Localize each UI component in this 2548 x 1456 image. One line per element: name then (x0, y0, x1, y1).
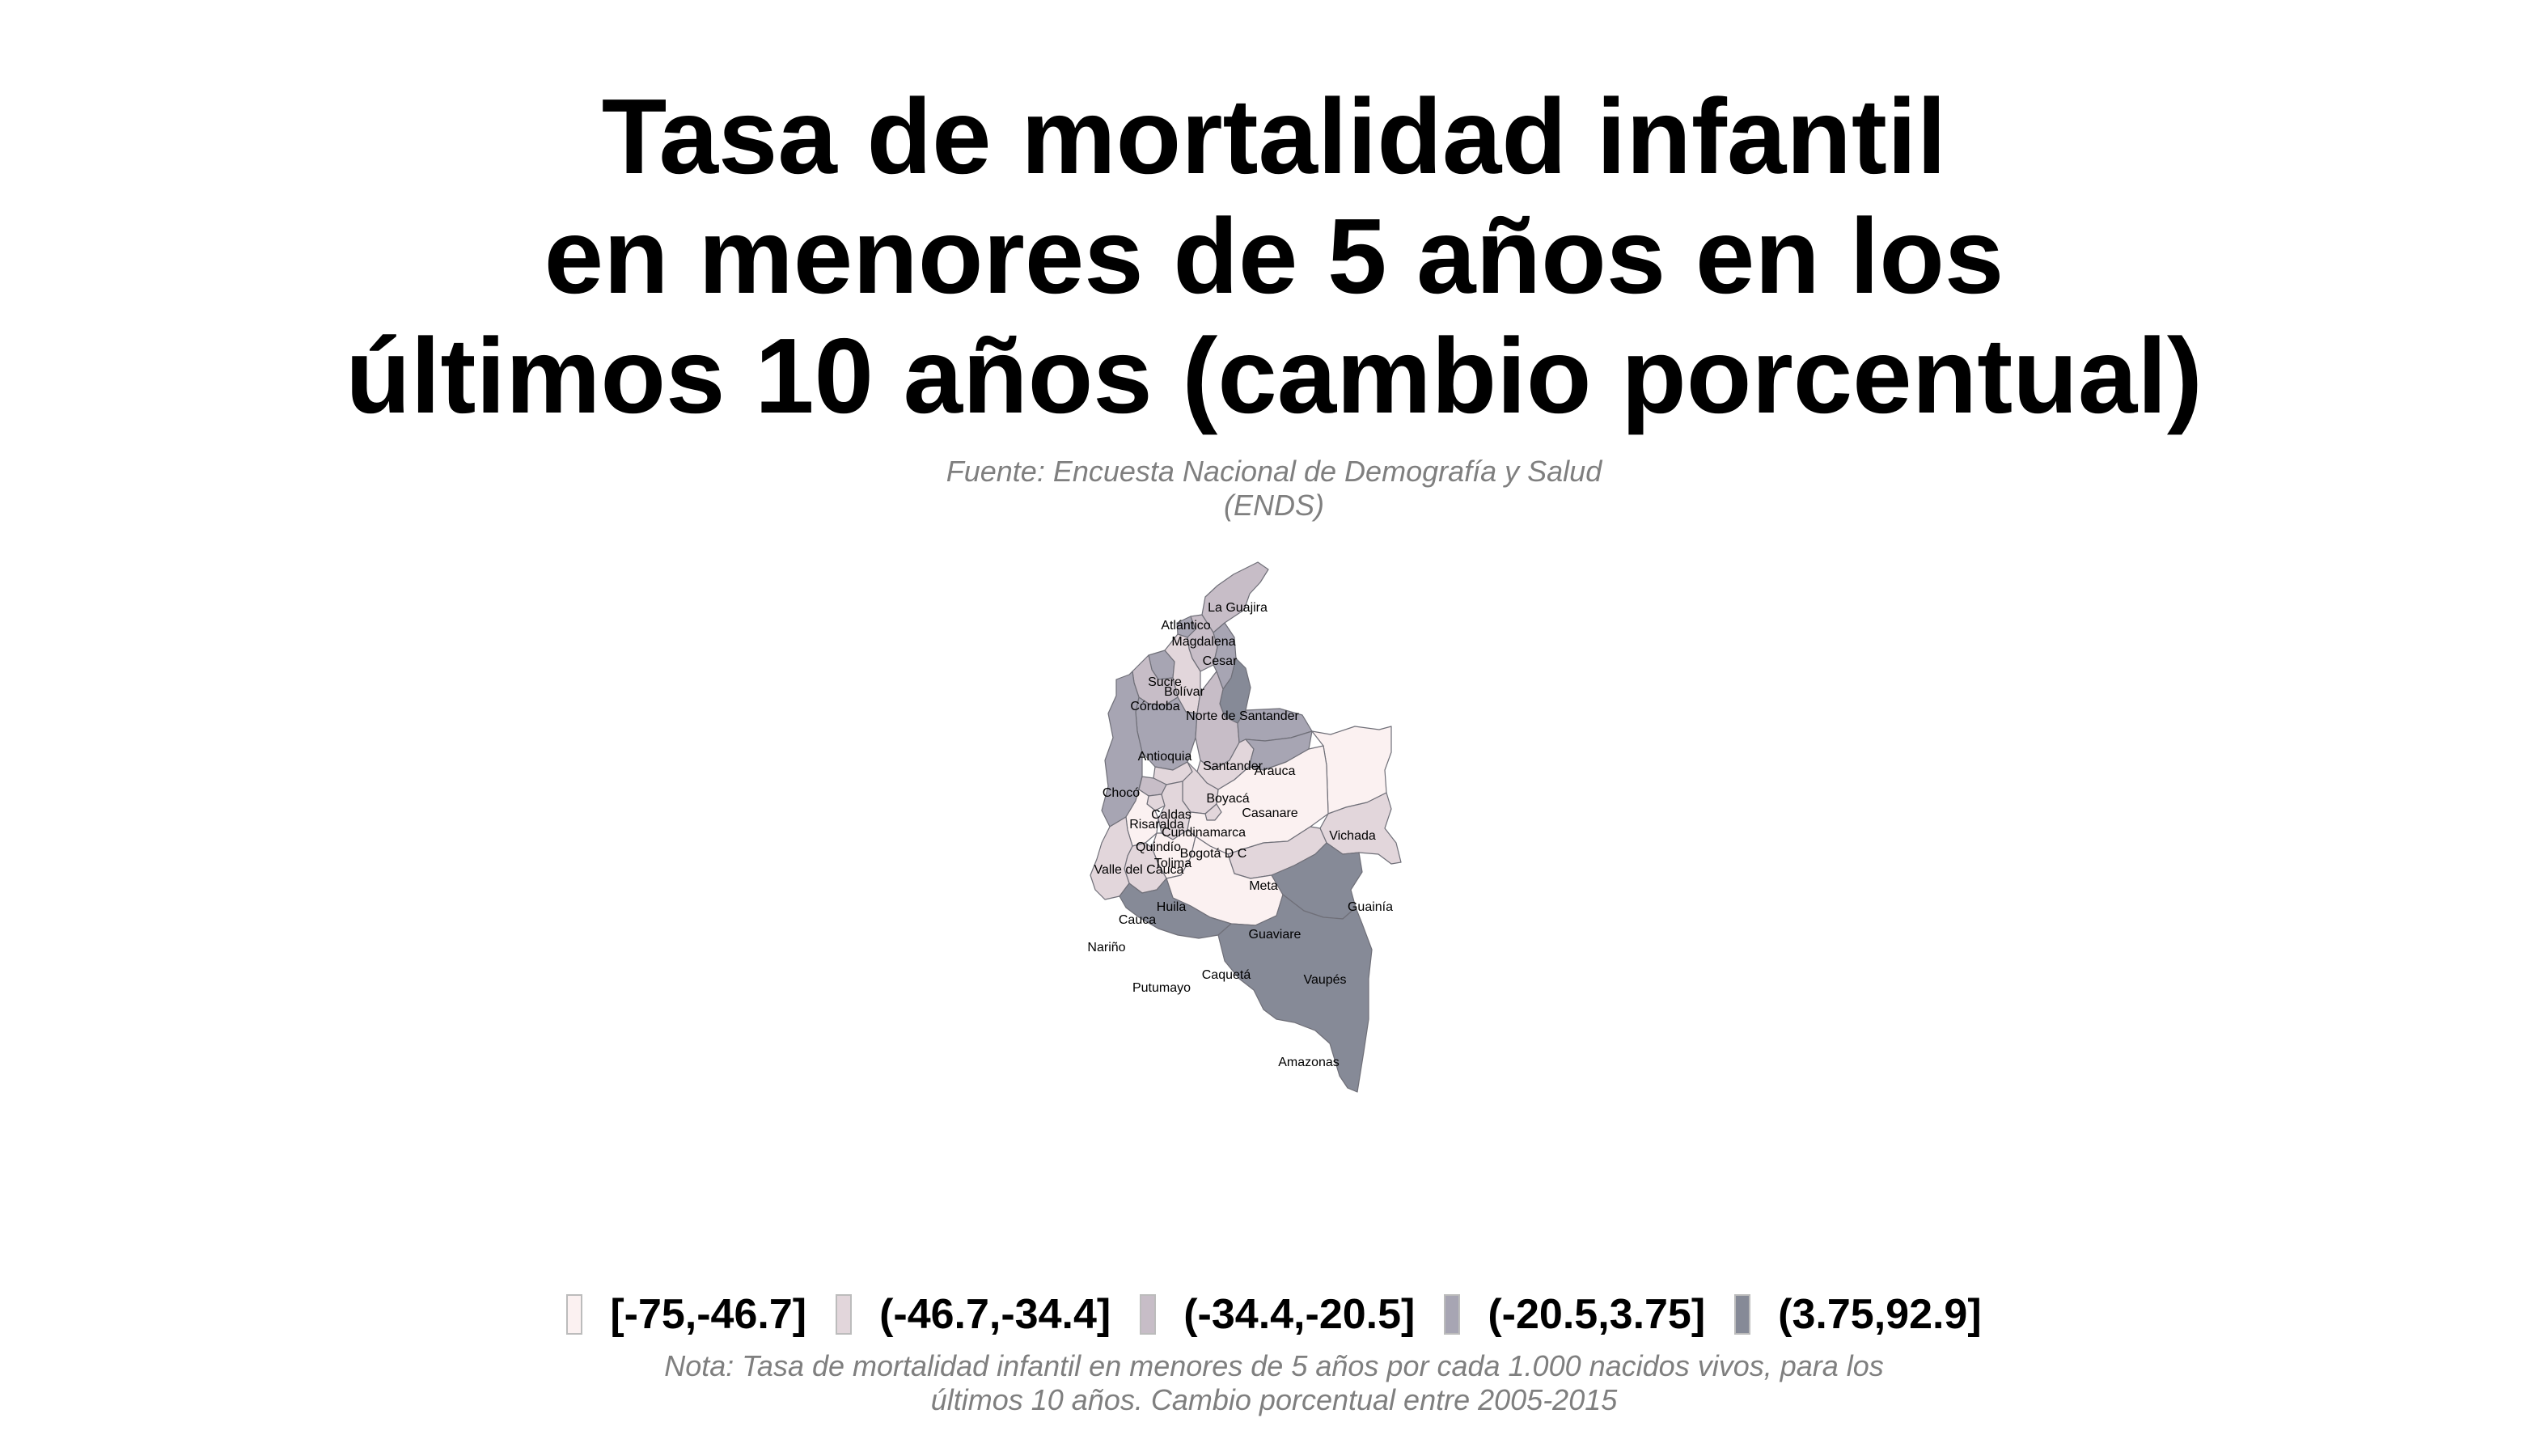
region-label-antioquia: Antioquia (1138, 750, 1192, 764)
region-label-narino: Nariño (1087, 941, 1125, 954)
region-label-guainia: Guainía (1348, 900, 1393, 914)
region-label-cordoba: Córdoba (1130, 700, 1179, 713)
colombia-map: La Guajira Atlántico Magdalena Cesar Sucre Bo… (1052, 558, 1521, 1165)
region-label-boyaca: Boyacá (1206, 792, 1249, 806)
region-label-quindio: Quindío (1136, 840, 1181, 854)
legend-item: [-75,-46.7] (566, 1290, 806, 1339)
region-label-bolivar: Bolívar (1164, 685, 1204, 699)
region-la-guajira (1201, 561, 1269, 633)
region-label-choco: Chocó (1103, 786, 1140, 800)
note-line: últimos 10 años. Cambio porcentual entre… (930, 1383, 1618, 1416)
legend-swatch (566, 1294, 583, 1335)
region-label-norte-de-santander: Norte de Santander (1186, 709, 1299, 723)
region-amazonas (1217, 894, 1373, 1093)
legend-swatch (1444, 1294, 1461, 1335)
title-line: Tasa de mortalidad infantil (601, 77, 1947, 196)
legend-label: (3.75,92.9] (1778, 1291, 1982, 1338)
source-line: Fuente: Encuesta Nacional de Demografía … (946, 455, 1602, 488)
region-label-casanare: Casanare (1242, 806, 1297, 820)
region-label-valle-del-cauca: Valle del Cauca (1094, 863, 1184, 877)
region-label-arauca: Arauca (1255, 764, 1296, 778)
region-label-caqueta: Caquetá (1202, 968, 1251, 982)
legend-swatch (1140, 1294, 1157, 1335)
region-label-meta: Meta (1249, 879, 1278, 893)
region-label-atlantico: Atlántico (1161, 619, 1210, 633)
region-label-vichada: Vichada (1329, 829, 1376, 843)
region-label-putumayo: Putumayo (1132, 981, 1191, 995)
chart-title: Tasa de mortalidad infantil en menores d… (0, 77, 2548, 436)
legend-label: (-34.4,-20.5] (1183, 1291, 1416, 1338)
region-label-huila: Huila (1157, 900, 1187, 914)
region-putumayo (1119, 878, 1232, 939)
region-label-tolima: Tolima (1154, 857, 1191, 870)
legend-item: (-46.7,-34.4] (836, 1290, 1111, 1339)
region-label-bogota-d-c: Bogotá D C (1180, 847, 1247, 861)
region-label-vaupes: Vaupés (1303, 973, 1346, 987)
legend-item: (-34.4,-20.5] (1140, 1290, 1415, 1339)
source-caption: Fuente: Encuesta Nacional de Demografía … (0, 455, 2548, 523)
source-line: (ENDS) (1224, 489, 1324, 522)
region-label-santander: Santander (1203, 760, 1263, 773)
region-label-risaralda: Risaralda (1129, 818, 1184, 832)
title-line: en menores de 5 años en los (544, 197, 2004, 315)
legend-swatch (836, 1294, 853, 1335)
region-label-cundinamarca: Cundinamarca (1162, 826, 1246, 840)
region-label-magdalena: Magdalena (1171, 635, 1235, 649)
note-line: Nota: Tasa de mortalidad infantil en men… (664, 1349, 1884, 1382)
legend-label: (-20.5,3.75] (1488, 1291, 1706, 1338)
region-label-cesar: Cesar (1203, 654, 1238, 668)
legend-label: [-75,-46.7] (610, 1291, 807, 1338)
legend-label: (-46.7,-34.4] (879, 1291, 1111, 1338)
legend-swatch (1734, 1294, 1751, 1335)
legend-item: (-20.5,3.75] (1444, 1290, 1705, 1339)
note-caption: Nota: Tasa de mortalidad infantil en men… (0, 1349, 2548, 1417)
title-line: últimos 10 años (cambio porcentual) (345, 316, 2203, 435)
region-label-cauca: Cauca (1119, 913, 1156, 927)
legend-item: (3.75,92.9] (1734, 1290, 1982, 1339)
map-svg: La GuajiraAtlánticoMagdalenaCesarSucreBo… (1087, 561, 1402, 1093)
region-label-guaviare: Guaviare (1249, 928, 1302, 942)
region-label-amazonas: Amazonas (1278, 1056, 1340, 1069)
region-label-caldas: Caldas (1151, 808, 1191, 822)
region-label-sucre: Sucre (1148, 675, 1182, 689)
region-label-la-guajira: La Guajira (1208, 601, 1268, 615)
legend: [-75,-46.7] (-46.7,-34.4] (-34.4,-20.5] … (0, 1290, 2548, 1339)
